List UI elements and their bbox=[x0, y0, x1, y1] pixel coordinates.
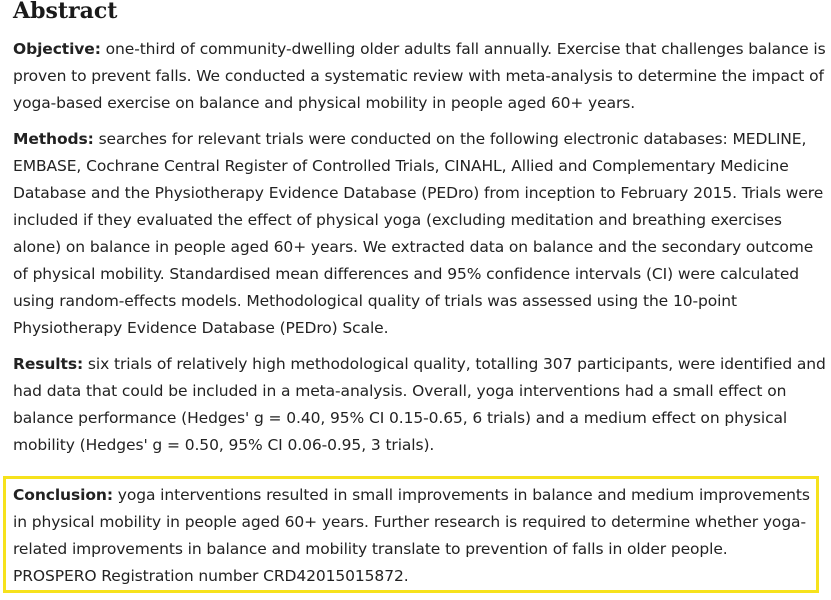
abstract-heading: Abstract bbox=[13, 0, 118, 24]
conclusion-paragraph: Conclusion: yoga interventions resulted … bbox=[13, 482, 813, 590]
results-label: Results: bbox=[13, 355, 84, 373]
objective-paragraph: Objective: one-third of community-dwelli… bbox=[13, 36, 828, 117]
methods-text: searches for relevant trials were conduc… bbox=[13, 130, 824, 337]
results-paragraph: Results: six trials of relatively high m… bbox=[13, 351, 828, 459]
objective-label: Objective: bbox=[13, 40, 101, 58]
methods-label: Methods: bbox=[13, 130, 94, 148]
conclusion-highlight-box: Conclusion: yoga interventions resulted … bbox=[3, 476, 819, 593]
results-text: six trials of relatively high methodolog… bbox=[13, 355, 826, 454]
abstract-container: Abstract Objective: one-third of communi… bbox=[13, 0, 828, 459]
methods-paragraph: Methods: searches for relevant trials we… bbox=[13, 126, 828, 342]
objective-text: one-third of community-dwelling older ad… bbox=[13, 40, 826, 112]
conclusion-text: yoga interventions resulted in small imp… bbox=[13, 486, 810, 585]
conclusion-label: Conclusion: bbox=[13, 486, 113, 504]
